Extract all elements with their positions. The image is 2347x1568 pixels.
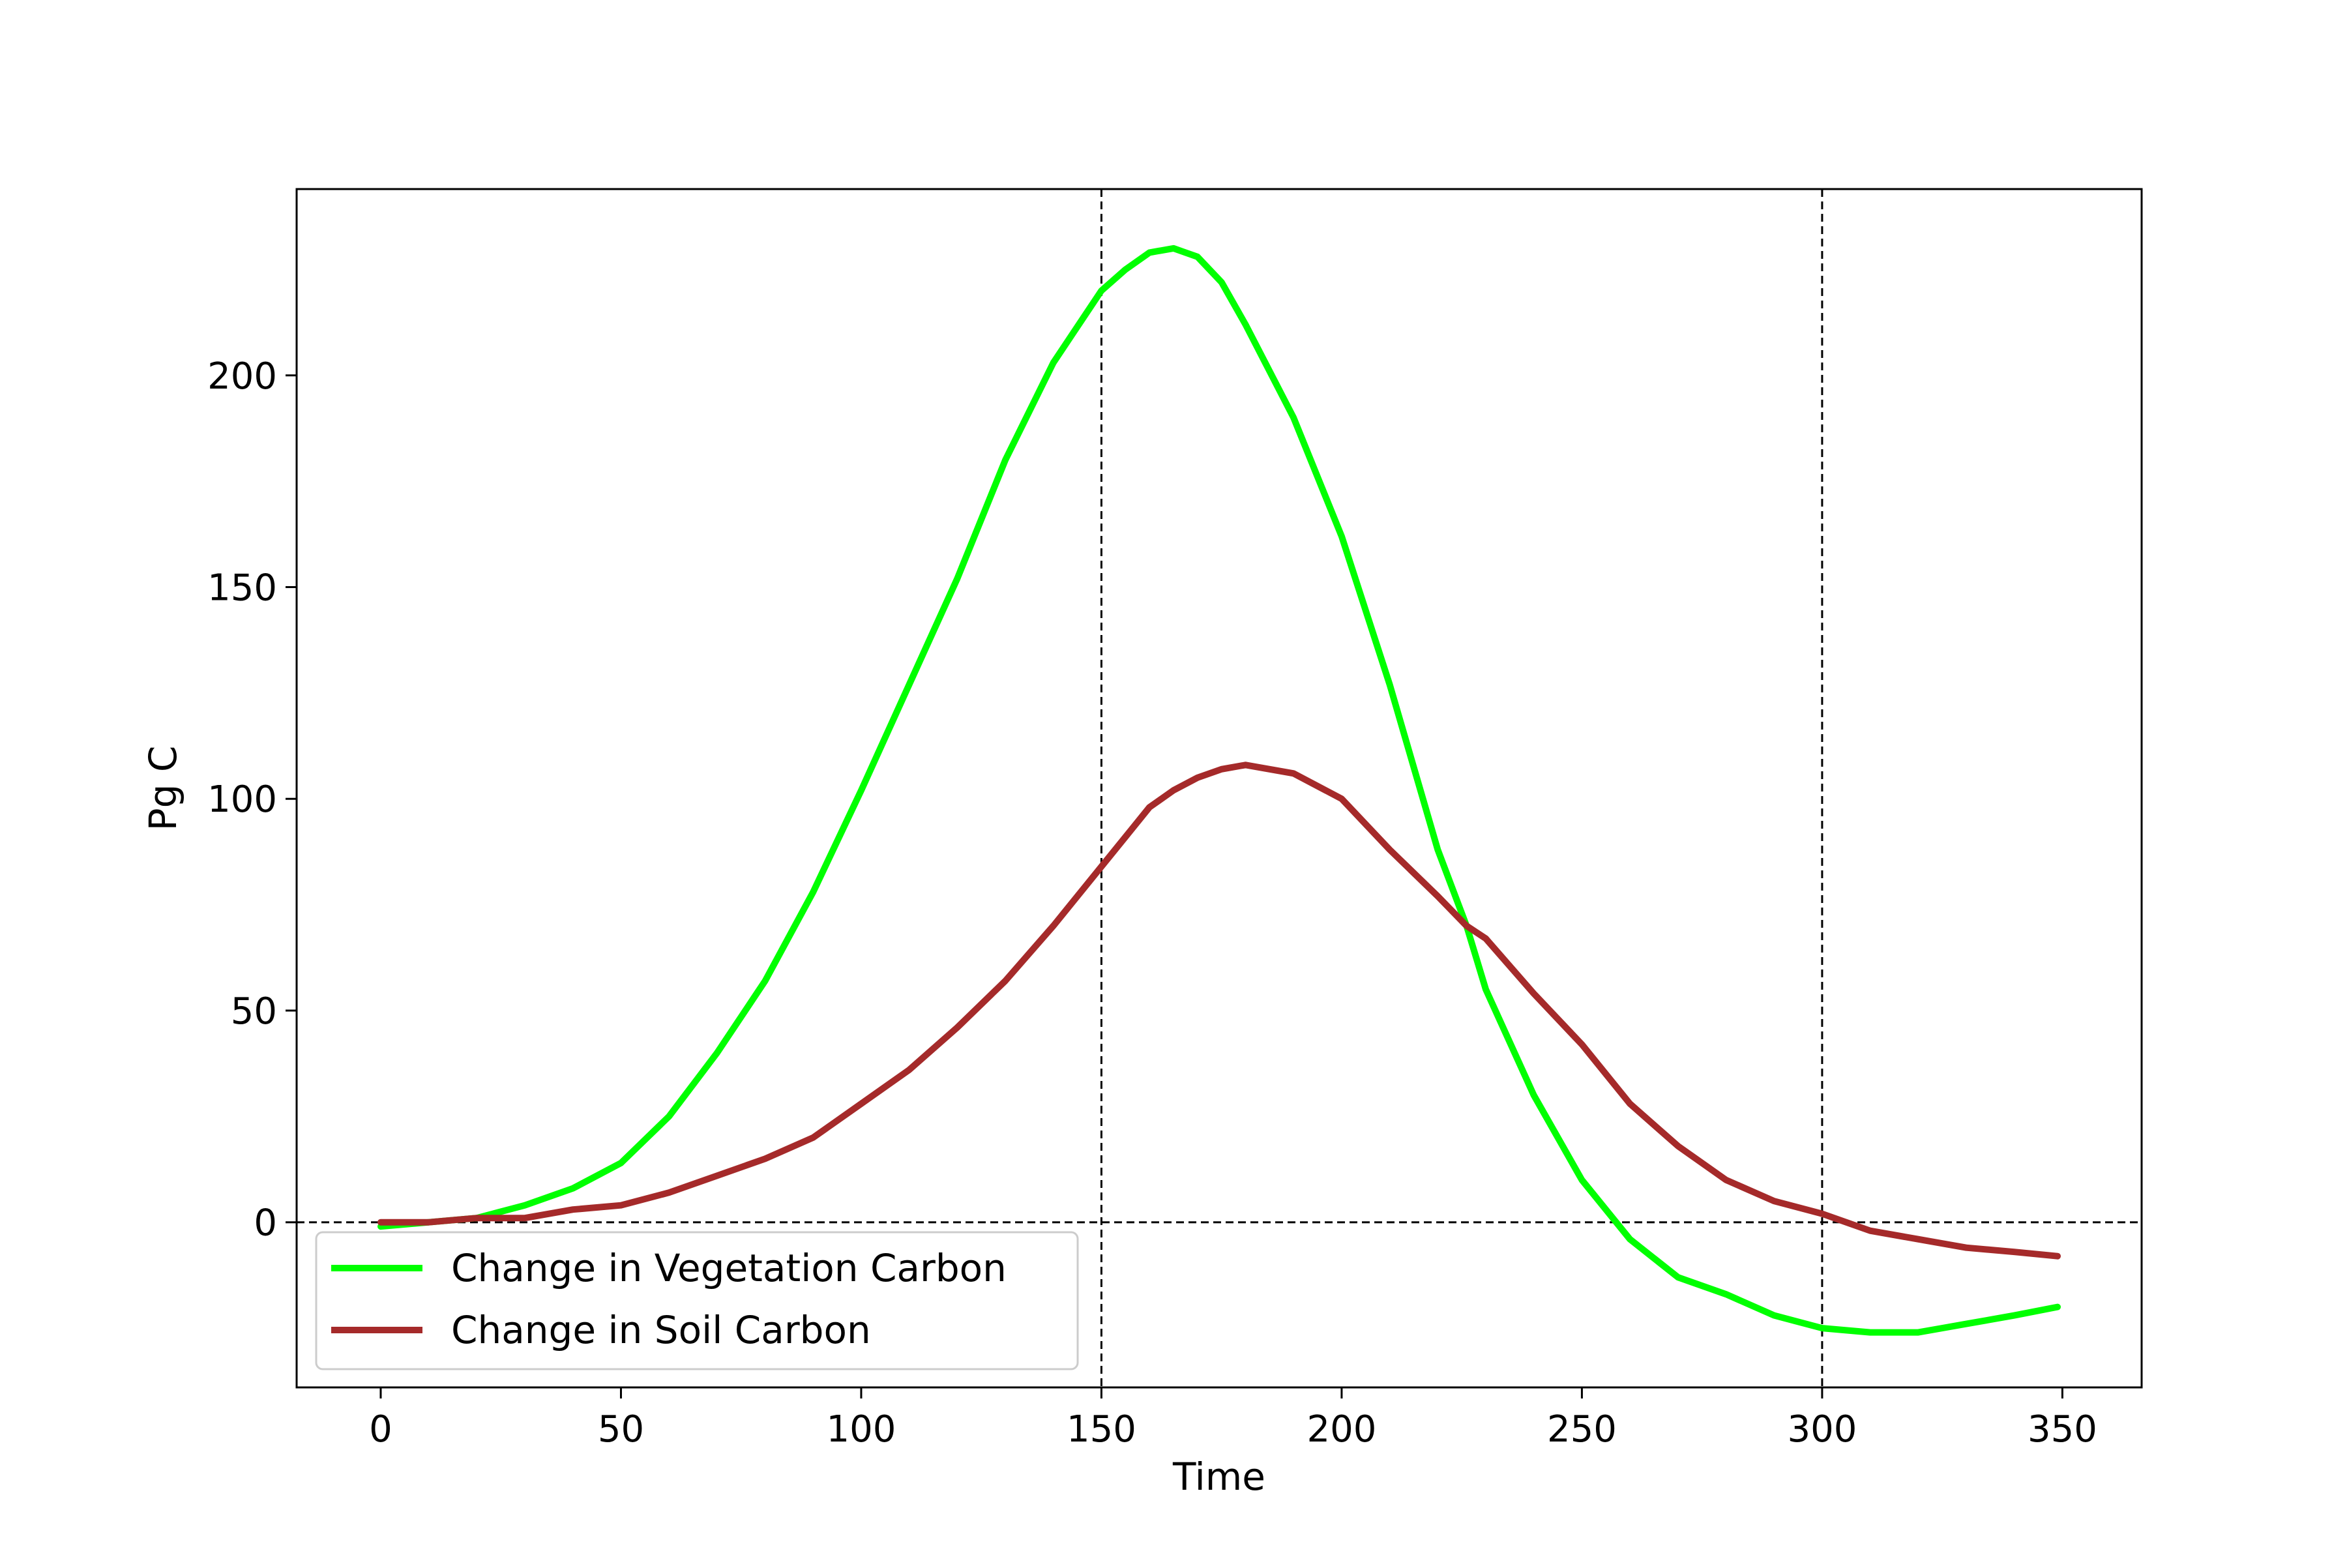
x-tick-label: 350 [2028, 1408, 2097, 1451]
y-axis-label: Pg C [141, 746, 185, 831]
y-tick-label: 200 [207, 355, 277, 398]
series-line-soil-carbon [377, 762, 2061, 1260]
y-tick-label: 0 [254, 1202, 277, 1245]
y-tick-label: 100 [207, 778, 277, 821]
x-tick-label: 300 [1787, 1408, 1857, 1451]
series-line-vegetation-carbon [377, 244, 2061, 1336]
legend-label: Change in Vegetation Carbon [451, 1246, 1007, 1290]
x-tick-label: 50 [598, 1408, 644, 1451]
x-tick-label: 150 [1067, 1408, 1136, 1451]
legend-label: Change in Soil Carbon [451, 1308, 871, 1352]
reference-lines [297, 189, 2142, 1387]
y-tick-label: 50 [231, 990, 277, 1033]
x-tick-label: 250 [1547, 1408, 1617, 1451]
series-layer [377, 244, 2061, 1336]
x-axis-label: Time [1172, 1455, 1265, 1499]
plot-frame [295, 188, 2143, 1389]
legend: Change in Vegetation Carbon Change in Soi… [315, 1231, 1079, 1370]
legend-box [315, 1231, 1079, 1370]
x-tick-label: 200 [1306, 1408, 1376, 1451]
y-axis-ticks: 0 50 100 150 200 [207, 355, 297, 1245]
y-tick-label: 150 [207, 567, 277, 610]
x-axis-ticks: 0 50 100 150 200 250 300 350 [369, 1387, 2097, 1451]
x-tick-label: 100 [827, 1408, 896, 1451]
x-tick-label: 0 [369, 1408, 392, 1451]
